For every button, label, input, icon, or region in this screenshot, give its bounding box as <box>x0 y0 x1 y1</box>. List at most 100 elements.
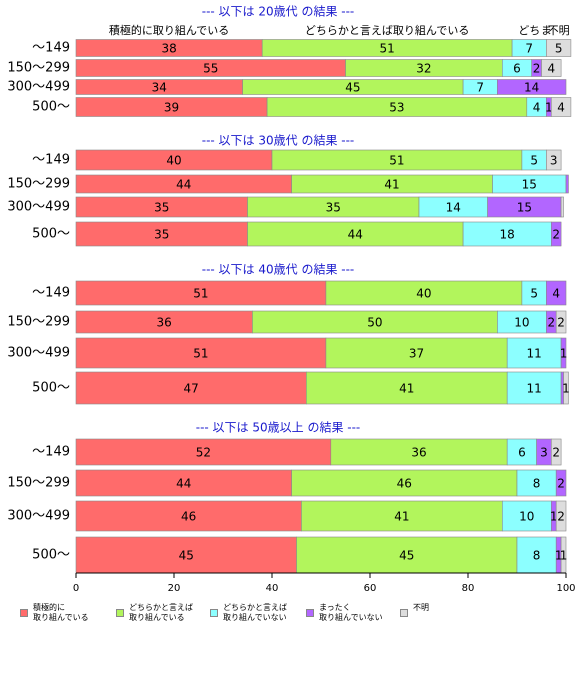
bar-segment <box>555 500 567 532</box>
legend-swatch <box>116 609 124 617</box>
value-label: 1 <box>550 510 558 524</box>
group-title: --- 以下は 20歳代 の結果 --- <box>202 5 355 19</box>
legend-label: どちらかと言えば 取り組んでいない <box>223 603 287 622</box>
value-label: 3 <box>540 446 548 460</box>
value-label: 2 <box>552 446 560 460</box>
bar-segment <box>563 371 569 405</box>
value-label: 15 <box>517 201 532 215</box>
bar-segment <box>546 149 562 171</box>
category-label: ～149 <box>32 445 70 460</box>
value-label: 41 <box>394 510 409 524</box>
bar-segment <box>75 500 302 532</box>
legend-swatch <box>20 609 28 617</box>
value-label: 45 <box>179 549 194 563</box>
bar-segment <box>291 469 518 497</box>
x-tick-label: 0 <box>73 583 79 594</box>
value-label: 51 <box>389 154 404 168</box>
bar-segment <box>516 536 557 574</box>
category-label: 500～ <box>32 381 70 396</box>
bar-segment <box>330 438 508 466</box>
value-label: 2 <box>557 510 565 524</box>
value-label: 4 <box>533 101 541 115</box>
value-label: 40 <box>166 154 181 168</box>
value-label: 36 <box>157 316 172 330</box>
value-label: 47 <box>184 382 199 396</box>
value-label: 53 <box>389 101 404 115</box>
value-label: 41 <box>384 178 399 192</box>
bar-segment <box>247 221 464 247</box>
category-label: ～149 <box>32 153 70 168</box>
value-label: 11 <box>527 347 542 361</box>
value-label: 45 <box>399 549 414 563</box>
value-label: 6 <box>518 446 526 460</box>
category-label: 500～ <box>32 100 70 115</box>
value-label: 44 <box>348 228 363 242</box>
value-label: 4 <box>557 101 565 115</box>
legend-label: まったく 取り組んでいない <box>319 603 383 622</box>
value-label: 36 <box>411 446 426 460</box>
category-label: 300～499 <box>7 80 70 95</box>
value-label: 35 <box>326 201 341 215</box>
x-tick-label: 20 <box>168 583 181 594</box>
value-label: 3 <box>550 154 558 168</box>
bar-segment <box>506 337 562 369</box>
bar-segment <box>506 438 537 466</box>
category-label: 150～299 <box>7 476 70 491</box>
value-label: 14 <box>524 81 539 95</box>
value-label: 35 <box>154 228 169 242</box>
bar-segment <box>325 280 523 306</box>
value-label: 35 <box>154 201 169 215</box>
value-label: 2 <box>533 62 541 76</box>
legend-swatch <box>306 609 314 617</box>
bar-segment <box>550 97 572 117</box>
value-label: 50 <box>367 316 382 330</box>
bar-segment <box>546 280 567 306</box>
legend-label: 積極的に 取り組んでいる <box>33 603 89 622</box>
bar-segment <box>75 536 297 574</box>
column-header: どちらかと言えば取り組んでいる <box>305 24 469 37</box>
category-label: 150～299 <box>7 177 70 192</box>
value-label: 10 <box>514 316 529 330</box>
bar-segment <box>325 337 508 369</box>
category-label: ～149 <box>32 286 70 301</box>
category-label: 150～299 <box>7 315 70 330</box>
value-label: 1 <box>562 382 570 396</box>
value-label: 8 <box>533 549 541 563</box>
category-label: 300～499 <box>7 346 70 361</box>
value-label: 44 <box>176 477 191 491</box>
value-label: 55 <box>203 62 218 76</box>
bar-segment <box>301 500 503 532</box>
category-label: 500～ <box>32 548 70 563</box>
category-label: ～149 <box>32 41 70 56</box>
column-header: どち <box>518 24 540 37</box>
category-label: 300～499 <box>7 200 70 215</box>
value-label: 7 <box>476 81 484 95</box>
value-label: 7 <box>525 42 533 56</box>
legend-label: 不明 <box>413 603 429 612</box>
value-label: 46 <box>397 477 412 491</box>
column-header: 不明 <box>548 24 570 37</box>
value-label: 4 <box>552 287 560 301</box>
value-label: 41 <box>399 382 414 396</box>
value-label: 5 <box>530 287 538 301</box>
x-tick-label: 40 <box>266 583 279 594</box>
value-label: 52 <box>196 446 211 460</box>
bar-segment <box>541 59 562 77</box>
bar-segment <box>555 469 567 497</box>
value-label: 5 <box>530 154 538 168</box>
bar-segment <box>516 469 557 497</box>
value-label: 1 <box>560 347 568 361</box>
value-label: 32 <box>416 62 431 76</box>
group-title: --- 以下は 30歳代 の結果 --- <box>202 134 355 148</box>
value-label: 2 <box>557 316 565 330</box>
bar-segment <box>462 221 552 247</box>
category-label: 500～ <box>32 227 70 242</box>
bar-segment <box>296 536 518 574</box>
bar-segment <box>560 337 567 369</box>
category-label: 150～299 <box>7 61 70 76</box>
value-label: 2 <box>547 316 555 330</box>
bar-segment <box>550 221 562 247</box>
value-label: 40 <box>416 287 431 301</box>
value-label: 1 <box>555 549 563 563</box>
